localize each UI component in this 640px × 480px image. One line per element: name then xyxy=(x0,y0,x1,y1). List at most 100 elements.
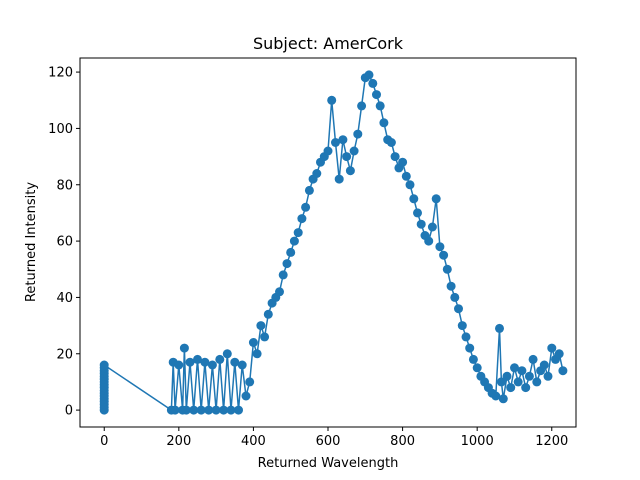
data-point xyxy=(174,360,184,370)
data-point xyxy=(431,194,441,204)
data-point xyxy=(282,259,292,269)
data-point xyxy=(510,363,519,373)
data-point xyxy=(286,247,296,257)
data-point xyxy=(539,360,549,370)
data-point xyxy=(345,166,355,176)
data-point xyxy=(427,222,437,232)
data-point xyxy=(465,343,475,353)
y-tick-label: 0 xyxy=(65,404,73,419)
data-point xyxy=(211,405,221,415)
data-point xyxy=(234,405,243,415)
x-tick-label: 800 xyxy=(390,434,415,449)
data-point xyxy=(513,377,523,387)
data-point xyxy=(491,391,501,401)
data-point xyxy=(364,70,374,80)
data-point xyxy=(342,152,352,162)
data-point xyxy=(495,323,504,333)
data-point xyxy=(275,287,284,297)
data-point xyxy=(372,90,381,100)
y-tick-label: 120 xyxy=(48,66,73,81)
data-point xyxy=(390,152,400,162)
data-point xyxy=(312,169,322,178)
data-point xyxy=(528,354,538,364)
data-point xyxy=(204,405,214,415)
data-point xyxy=(554,349,564,359)
data-point xyxy=(241,391,251,401)
data-point xyxy=(252,349,262,359)
data-point xyxy=(278,270,288,280)
data-point xyxy=(349,146,359,156)
data-point xyxy=(517,366,527,376)
data-point xyxy=(230,357,240,367)
data-point xyxy=(323,146,333,156)
y-tick-label: 20 xyxy=(56,347,73,362)
data-point xyxy=(196,405,206,415)
data-point xyxy=(207,360,217,370)
x-tick-label: 400 xyxy=(241,434,266,449)
y-axis-title: Returned Intensity xyxy=(24,182,39,302)
data-point xyxy=(468,354,478,364)
data-point xyxy=(215,354,225,364)
data-point xyxy=(547,343,557,353)
data-point xyxy=(454,304,463,314)
data-point xyxy=(304,185,314,195)
data-point xyxy=(260,332,270,342)
data-point xyxy=(179,343,189,353)
data-point xyxy=(170,405,180,415)
data-point xyxy=(222,349,232,359)
data-point xyxy=(368,78,378,88)
data-point xyxy=(293,228,303,238)
data-point xyxy=(439,250,449,260)
data-point xyxy=(405,180,415,190)
data-point xyxy=(386,138,396,147)
x-axis-title: Returned Wavelength xyxy=(258,456,399,471)
x-tick-label: 1200 xyxy=(535,434,568,449)
data-point xyxy=(338,135,348,145)
data-point xyxy=(297,214,307,224)
data-point xyxy=(200,357,210,367)
data-point xyxy=(498,394,508,404)
x-tick-label: 200 xyxy=(166,434,191,449)
plot-area xyxy=(79,57,577,428)
data-point xyxy=(327,95,337,105)
data-point xyxy=(237,360,247,370)
data-point xyxy=(409,194,419,204)
chart-title: Subject: AmerCork xyxy=(253,34,404,53)
data-point xyxy=(532,377,542,387)
y-axis: 0 20 40 60 80 100 120 xyxy=(48,66,80,419)
data-point xyxy=(398,157,408,167)
data-point xyxy=(375,101,385,111)
data-point xyxy=(461,332,471,342)
data-point xyxy=(185,357,195,367)
data-point xyxy=(357,101,367,111)
data-point xyxy=(181,405,191,415)
data-point xyxy=(413,208,422,218)
data-point xyxy=(334,174,344,184)
data-point xyxy=(219,405,229,415)
data-point xyxy=(189,405,199,415)
y-tick-label: 100 xyxy=(48,122,73,137)
data-point xyxy=(289,236,299,246)
data-point xyxy=(353,129,363,139)
data-point xyxy=(446,281,456,291)
data-point xyxy=(245,377,255,387)
y-tick-label: 80 xyxy=(56,178,73,193)
data-point xyxy=(256,321,266,331)
data-point xyxy=(99,360,109,370)
x-axis: 0 200 400 600 800 1000 1200 xyxy=(100,427,568,449)
data-point xyxy=(450,292,460,302)
data-point xyxy=(435,242,445,252)
data-point xyxy=(248,338,258,347)
data-point xyxy=(442,264,452,274)
data-point xyxy=(457,321,467,331)
data-point xyxy=(472,363,482,373)
data-point xyxy=(496,377,506,387)
data-point xyxy=(521,383,531,393)
y-tick-label: 60 xyxy=(56,235,73,250)
data-point xyxy=(524,371,534,381)
data-point xyxy=(263,309,273,319)
x-tick-label: 1000 xyxy=(461,434,494,449)
data-point xyxy=(558,366,568,376)
